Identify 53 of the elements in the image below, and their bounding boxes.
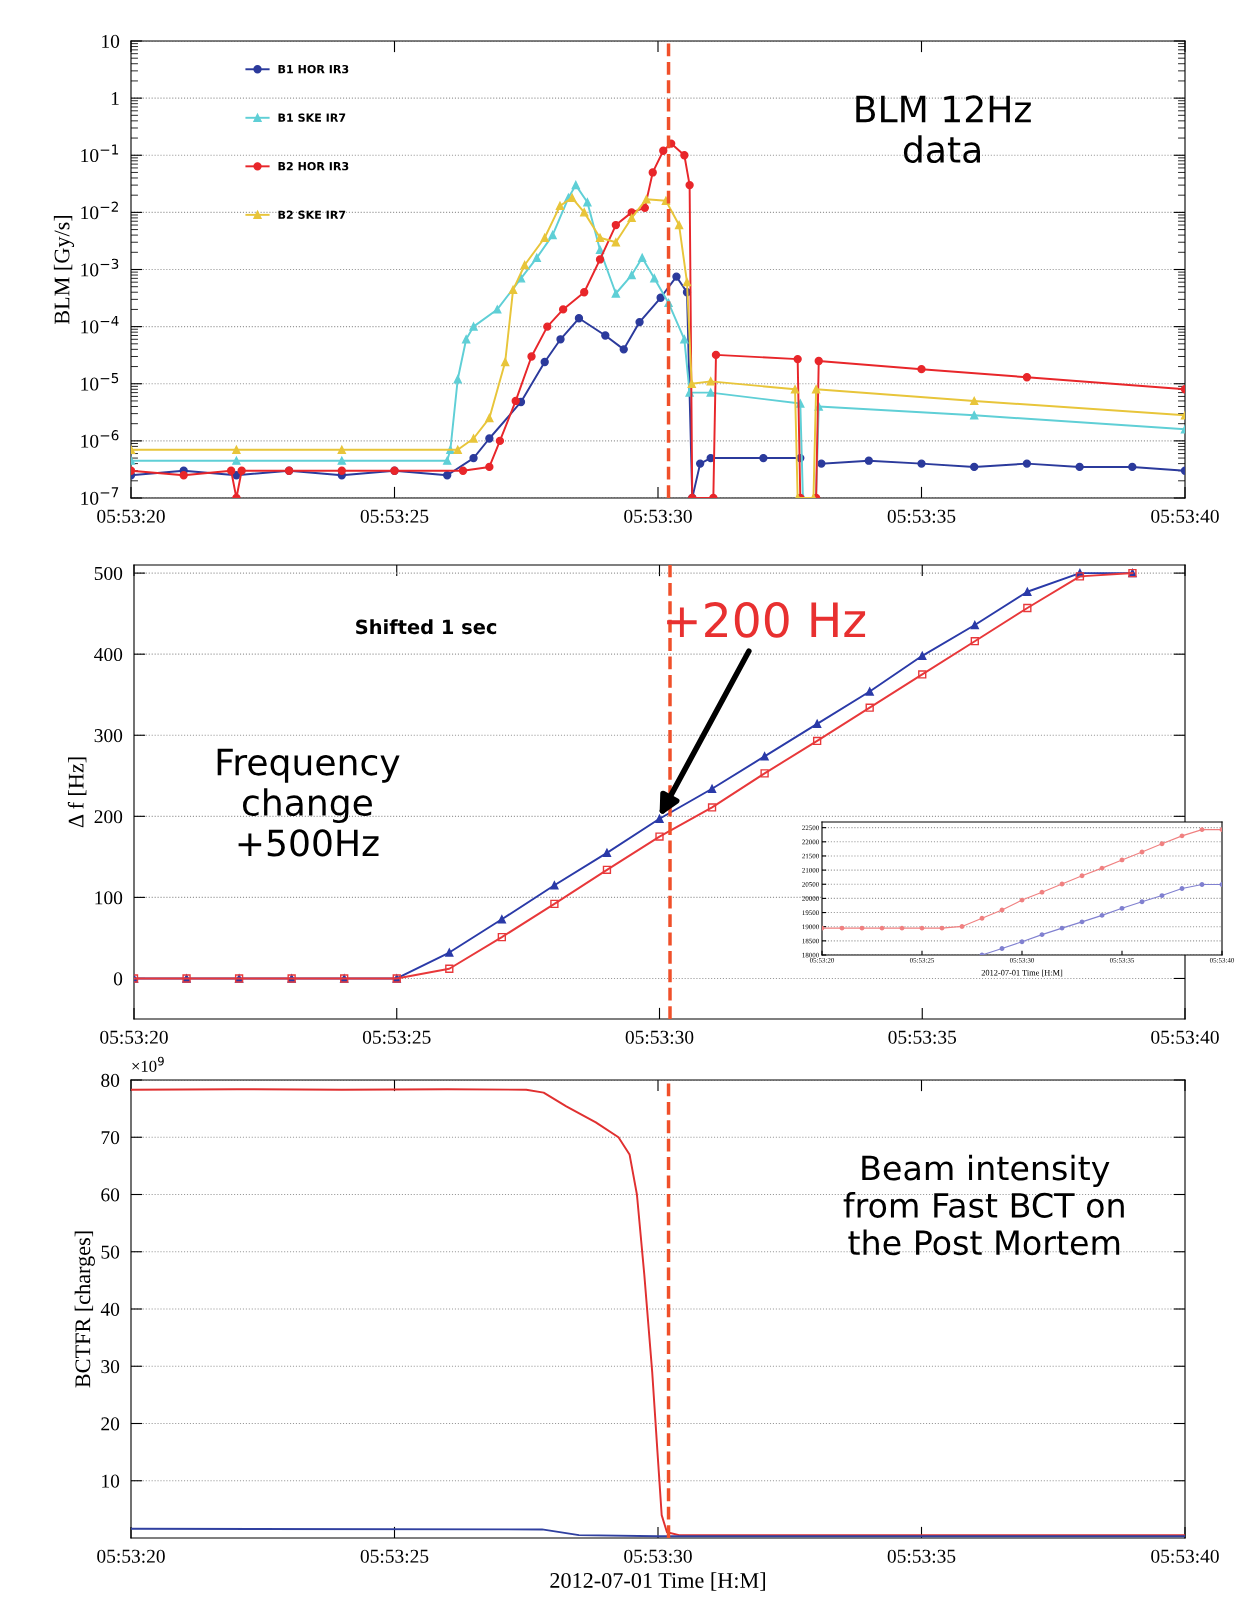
x-axis-title: 2012-07-01 Time [H:M] (981, 969, 1063, 977)
x-tick-label: 05:53:20 (97, 1549, 165, 1563)
y-tick-label: 10$^{−6}$ (81, 430, 119, 448)
annotation: Beam intensity from Fast BCT on the Post Mortem (843, 1154, 1124, 1256)
x-tick-label: 05:53:40 (1151, 1549, 1219, 1563)
y-tick-label: 70 (101, 1131, 120, 1145)
y-tick-label: 20 (101, 1417, 120, 1431)
y-tick-label: 10 (102, 1474, 120, 1488)
text: ×10$^{9}$ (132, 1056, 164, 1072)
x-tick-label: 05:53:40 (1151, 509, 1219, 523)
x-axis-title: 2012-07-01 Time [H:M] (550, 1572, 766, 1591)
y-tick-label: 0 (113, 972, 123, 986)
y-tick-label: 40 (100, 1302, 120, 1316)
x-tick-label: 05:53:30 (625, 1030, 694, 1044)
y-tick-label: 400 (94, 647, 123, 662)
x-tick-label: 05:53:20 (97, 509, 165, 523)
y-tick-label: 50 (101, 1245, 120, 1259)
legend-label: B1 HOR IR3 (278, 64, 349, 74)
x-tick-label: 05:53:25 (360, 1549, 429, 1563)
y-tick-label: 80 (101, 1073, 120, 1087)
x-tick-label: 05:53:40 (1151, 1030, 1219, 1044)
y-tick-label: 100 (95, 891, 123, 905)
annotation: Frequency change +500Hz (217, 748, 400, 857)
x-tick-label: 05:53:25 (362, 1030, 431, 1044)
annotation: BLM 12Hz data (856, 95, 1031, 164)
y-tick-label: 200 (94, 810, 123, 824)
x-tick-label: 05:53:30 (624, 509, 692, 523)
y-tick-label: 10$^{−3}$ (81, 258, 119, 277)
y-tick-label: 10$^{−7}$ (81, 487, 119, 505)
y-tick-label: 10$^{−5}$ (81, 373, 119, 391)
y-tick-label: 10$^{−4}$ (81, 315, 119, 334)
y-tick-label: 1 (111, 92, 119, 105)
x-tick-label: 05:53:35 (888, 1030, 957, 1044)
y-axis-title: BLM [Gy/s] (53, 215, 75, 325)
annotation: Shifted 1 sec (356, 619, 497, 635)
x-tick-label: 05:53:25 (360, 509, 429, 523)
y-tick-label: 30 (101, 1360, 120, 1374)
x-tick-label: 05:53:35 (887, 1549, 956, 1563)
y-tick-label: 10$^{−1}$ (81, 144, 119, 163)
annotation: +200 Hz (667, 602, 866, 638)
legend-label: B2 SKE IR7 (278, 210, 346, 219)
x-tick-label: 05:53:20 (100, 1030, 168, 1044)
y-axis-title: BCTFR [charges] (74, 1231, 95, 1388)
y-tick-label: 500 (94, 566, 123, 581)
y-tick-label: 10 (102, 34, 120, 48)
legend-label: B2 HOR IR3 (278, 161, 349, 171)
y-tick-label: 300 (94, 729, 123, 743)
y-tick-label: 10$^{−2}$ (81, 201, 118, 220)
y-tick-label: 60 (101, 1188, 120, 1202)
y-axis-title: Δ f [Hz] (67, 757, 87, 828)
legend-label: B1 SKE IR7 (278, 113, 346, 122)
x-tick-label: 05:53:35 (887, 509, 956, 523)
x-tick-label: 05:53:30 (624, 1549, 692, 1563)
